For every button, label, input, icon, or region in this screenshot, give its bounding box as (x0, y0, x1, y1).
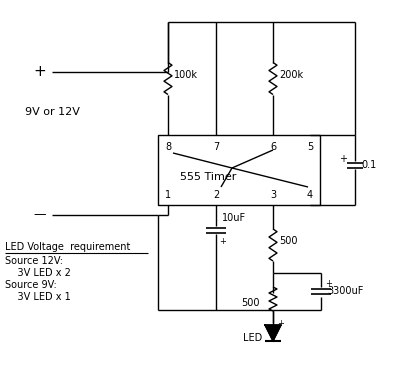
Text: +: + (277, 318, 284, 328)
Text: 500: 500 (279, 236, 298, 246)
Text: 0.1: 0.1 (361, 160, 376, 170)
Text: +: + (219, 237, 226, 246)
Text: 8: 8 (165, 142, 171, 152)
Text: 7: 7 (213, 142, 219, 152)
Text: 100k: 100k (174, 69, 198, 79)
Text: +: + (339, 154, 347, 164)
Text: LED: LED (243, 333, 262, 343)
Text: 200k: 200k (279, 69, 303, 79)
Text: +: + (325, 279, 332, 288)
Text: 500: 500 (241, 298, 259, 308)
Text: 3V LED x 2: 3V LED x 2 (5, 268, 71, 278)
Text: 3V LED x 1: 3V LED x 1 (5, 292, 71, 302)
Text: +: + (34, 65, 46, 79)
Text: 6: 6 (270, 142, 276, 152)
Polygon shape (265, 325, 281, 341)
Text: 555 Timer: 555 Timer (180, 172, 236, 182)
Text: 3: 3 (270, 190, 276, 200)
Bar (158, 135, 320, 205)
Text: 3300uF: 3300uF (327, 286, 364, 296)
Text: —: — (34, 209, 46, 221)
Text: Source 12V:: Source 12V: (5, 256, 63, 266)
Text: Source 9V:: Source 9V: (5, 280, 57, 290)
Text: LED Voltage  requirement: LED Voltage requirement (5, 242, 130, 252)
Text: 9V or 12V: 9V or 12V (25, 107, 80, 117)
Text: 10uF: 10uF (222, 213, 246, 223)
Text: 4: 4 (307, 190, 313, 200)
Text: 5: 5 (307, 142, 313, 152)
Text: 1: 1 (165, 190, 171, 200)
Text: 2: 2 (213, 190, 219, 200)
